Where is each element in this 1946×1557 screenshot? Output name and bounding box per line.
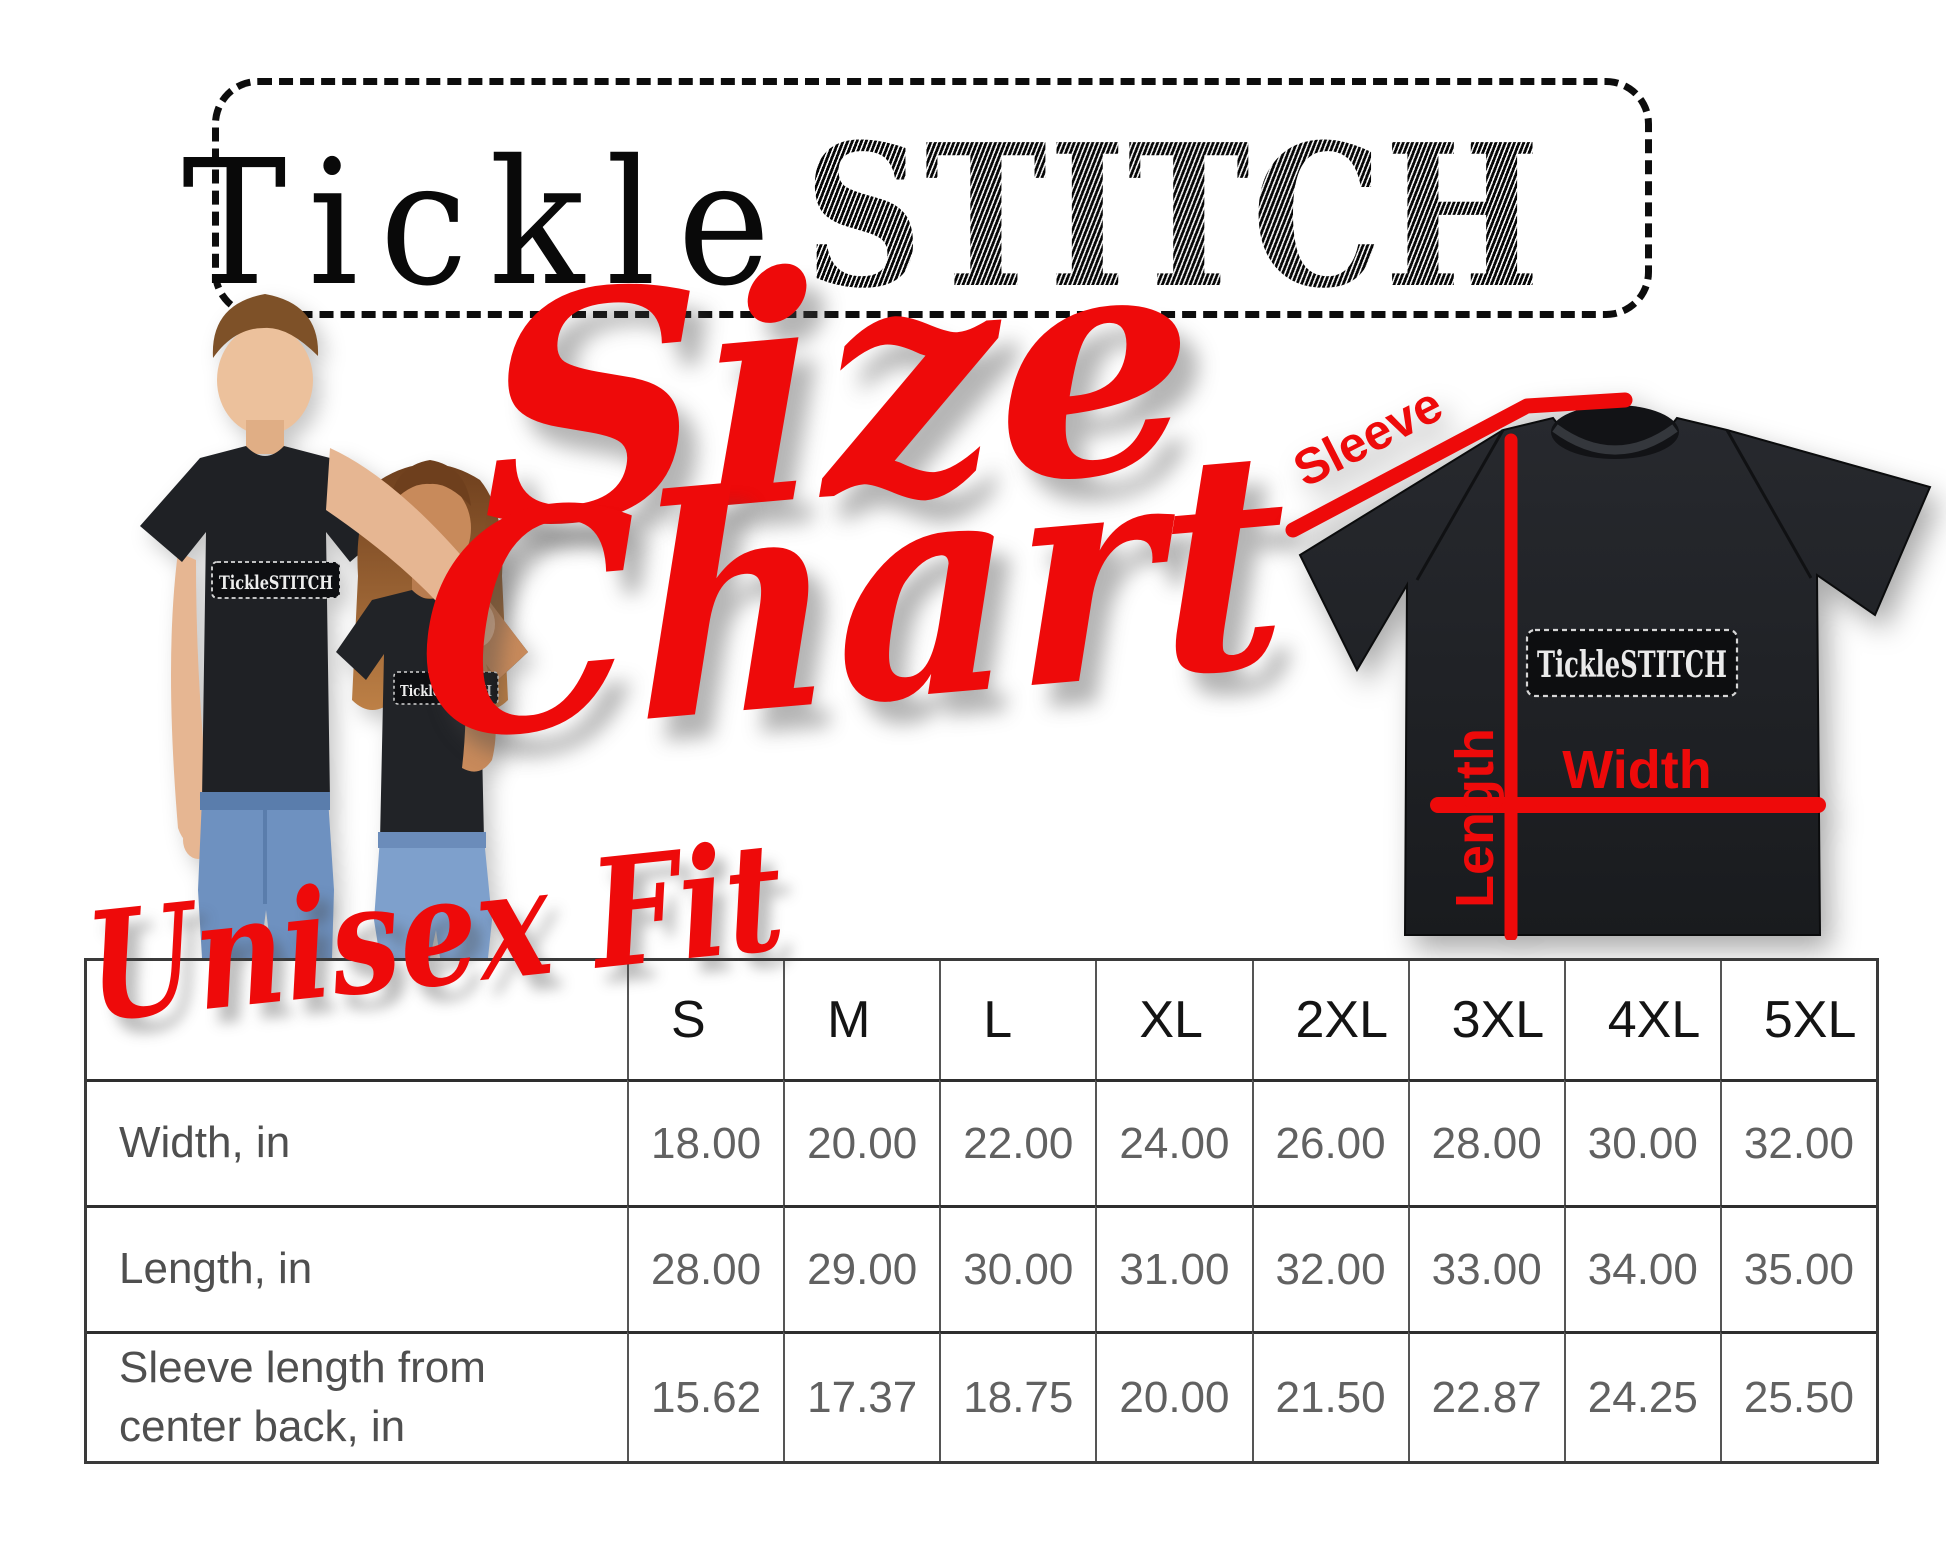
size-value-cell: 32.00 <box>1251 1205 1408 1331</box>
row-label: Length, in <box>87 1205 627 1331</box>
size-value-cell: 28.00 <box>627 1205 784 1331</box>
brand-name-serif: Tickle <box>181 122 792 325</box>
size-value-cell: 25.50 <box>1719 1331 1876 1461</box>
womens-shirt-logo-patch <box>393 671 499 705</box>
size-value-cell: 24.25 <box>1563 1331 1720 1461</box>
size-value-cell: 20.00 <box>1095 1331 1252 1461</box>
size-value-cell: 22.00 <box>939 1079 1096 1205</box>
row-label: Sleeve length from center back, in <box>87 1331 627 1461</box>
diagram-shirt-logo: TickleSTITCH <box>1537 644 1727 686</box>
size-value-cell: 30.00 <box>939 1205 1096 1331</box>
size-value-cell: 17.37 <box>783 1331 940 1461</box>
diagram-shirt-logo-patch <box>1525 628 1739 698</box>
womens-shirt-logo: TickleSTITCH <box>400 682 492 700</box>
size-value-cell: 15.62 <box>627 1331 784 1461</box>
mens-shirt-logo-patch <box>211 561 341 599</box>
size-value-cell: 30.00 <box>1563 1079 1720 1205</box>
size-value-cell: 32.00 <box>1719 1079 1876 1205</box>
length-label: Length <box>1445 728 1505 908</box>
size-column-header: M <box>783 961 940 1079</box>
width-label: Width <box>1562 740 1711 800</box>
size-value-cell: 33.00 <box>1407 1205 1564 1331</box>
models-photo: TickleSTITCH TickleSTITCH <box>140 294 528 958</box>
model-man: TickleSTITCH <box>140 294 392 958</box>
row-label: Width, in <box>87 1079 627 1205</box>
size-column-header: 2XL <box>1251 961 1408 1079</box>
size-column-header: L <box>939 961 1096 1079</box>
sleeve-measure-line <box>1285 392 1633 538</box>
brand-logo-box: Tickle STITCH <box>182 78 1652 332</box>
size-column-header: 4XL <box>1563 961 1720 1079</box>
size-value-cell: 35.00 <box>1719 1205 1876 1331</box>
arm-over-shoulder <box>326 448 489 623</box>
tshirt-measure-diagram: TickleSTITCH Sleeve Length Width <box>1285 376 1932 940</box>
size-column-header: 3XL <box>1407 961 1564 1079</box>
mens-shirt-logo: TickleSTITCH <box>219 572 333 594</box>
brand-name-stitch: STITCH <box>804 102 1542 332</box>
size-value-cell: 29.00 <box>783 1205 940 1331</box>
size-value-cell: 18.00 <box>627 1079 784 1205</box>
size-value-cell: 18.75 <box>939 1331 1096 1461</box>
title-chart: Chart <box>414 379 1290 810</box>
size-column-header: XL <box>1095 961 1252 1079</box>
size-column-header: 5XL <box>1719 961 1876 1079</box>
size-value-cell: 26.00 <box>1251 1079 1408 1205</box>
size-value-cell: 34.00 <box>1563 1205 1720 1331</box>
size-table: S M L XL 2XL 3XL 4XL 5XL Width, in 18.00… <box>84 958 1879 1464</box>
size-value-cell: 22.87 <box>1407 1331 1564 1461</box>
size-column-header: S <box>627 961 784 1079</box>
size-value-cell: 28.00 <box>1407 1079 1564 1205</box>
size-value-cell: 24.00 <box>1095 1079 1252 1205</box>
size-value-cell: 20.00 <box>783 1079 940 1205</box>
fit-label-cell <box>87 961 627 1079</box>
size-value-cell: 31.00 <box>1095 1205 1252 1331</box>
size-value-cell: 21.50 <box>1251 1331 1408 1461</box>
